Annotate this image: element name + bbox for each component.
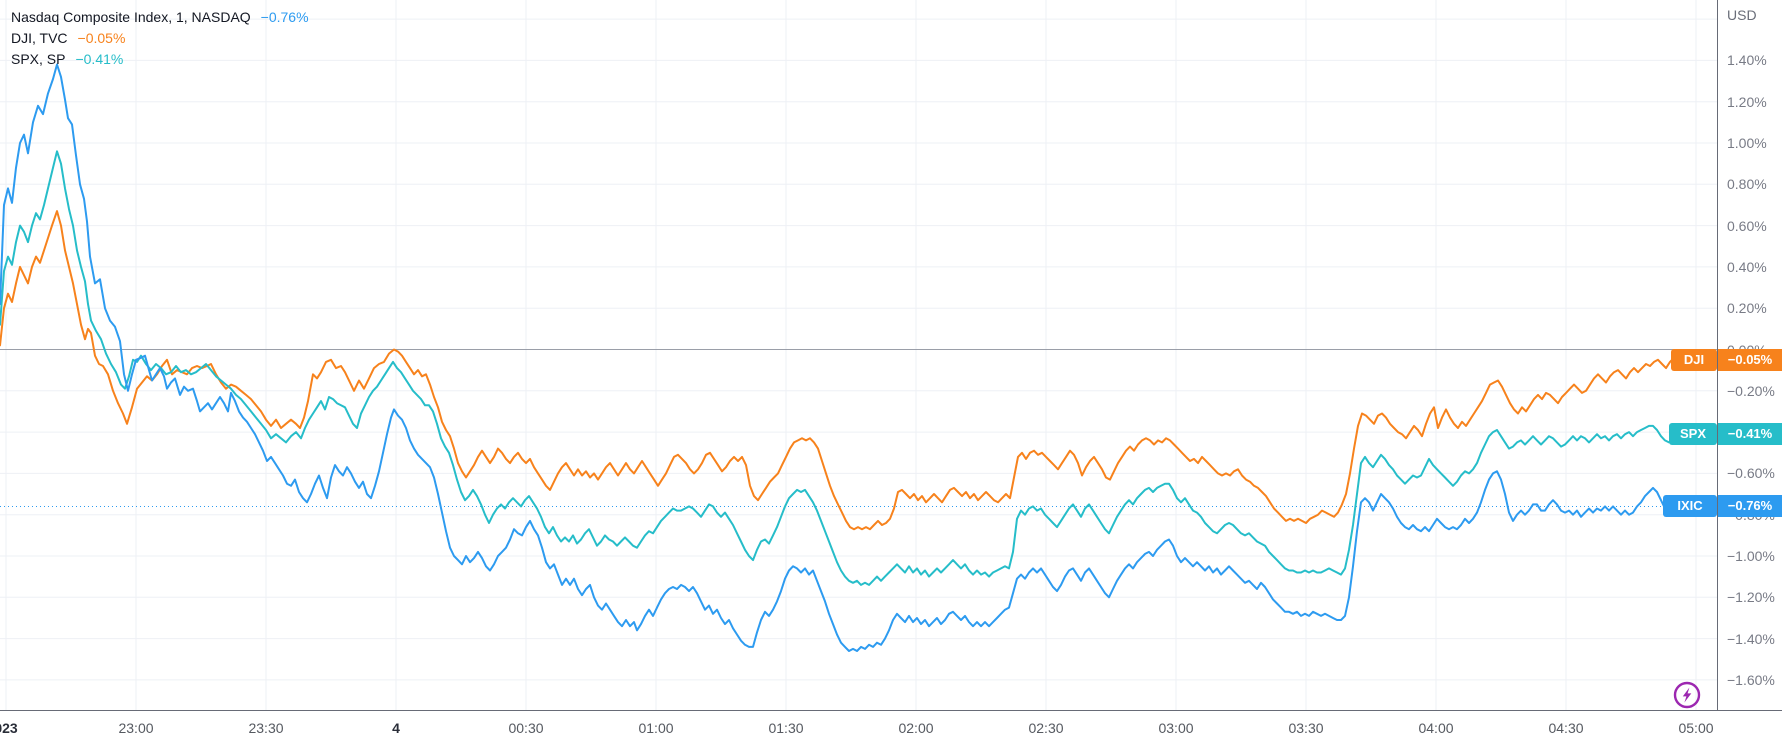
legend-symbol-spx: SPX, SP (11, 50, 66, 67)
price-tick-label: 0.40% (1727, 258, 1767, 275)
time-tick-label: 03:00 (1158, 720, 1194, 736)
legend-item-spx[interactable]: SPX, SP −0.41% (11, 48, 309, 69)
price-tick-label: 1.40% (1727, 52, 1767, 69)
time-tick-label: 01:00 (638, 720, 674, 736)
price-tick-label: −1.00% (1727, 548, 1775, 564)
legend-change-dji: −0.05% (77, 29, 126, 46)
series-line-spx[interactable] (0, 150, 1714, 586)
price-tag-label-ixic: IXIC (1663, 495, 1717, 518)
price-tick-label: 0.20% (1727, 300, 1767, 317)
price-tag-label-spx: SPX (1669, 423, 1717, 446)
time-tick-label: 00:30 (508, 720, 544, 736)
price-tick-label: 1.00% (1727, 135, 1767, 151)
time-tick-label: 02:30 (1028, 720, 1064, 736)
legend-change-ixic: −0.76% (260, 8, 309, 25)
price-tag-value-ixic: −0.76% (1718, 495, 1782, 518)
price-tick-label: −0.20% (1727, 382, 1775, 399)
time-scale[interactable]: 023 23:00 23:30 4 00:30 01:00 01:30 02:00 02:30 0… (0, 710, 1782, 746)
legend-change-spx: −0.41% (75, 50, 124, 67)
lightning-bolt-icon[interactable] (1672, 680, 1702, 710)
legend: Nasdaq Composite Index, 1, NASDAQ −0.76%… (11, 6, 309, 69)
time-tick-label: 23:30 (248, 720, 284, 736)
price-tick-label: −0.60% (1727, 465, 1775, 482)
time-tick-label: 4 (392, 720, 400, 736)
price-tick-label: 1.20% (1727, 93, 1767, 110)
legend-item-ixic[interactable]: Nasdaq Composite Index, 1, NASDAQ −0.76% (11, 6, 309, 27)
price-tag-value-dji: −0.05% (1718, 348, 1782, 371)
legend-symbol-ixic: Nasdaq Composite Index, 1, NASDAQ (11, 8, 251, 25)
price-tick-label: 0.60% (1727, 217, 1767, 234)
time-tick-label: 03:30 (1288, 720, 1324, 736)
price-tag-label-dji: DJI (1671, 348, 1717, 371)
price-tick-label: −1.60% (1727, 671, 1775, 688)
time-tick-label: 05:00 (1678, 720, 1714, 736)
currency-label: USD (1727, 7, 1757, 23)
series-line-dji[interactable] (0, 210, 1714, 531)
time-tick-label: 01:30 (768, 720, 804, 736)
time-tick-label: 04:30 (1548, 720, 1584, 736)
price-tag-value-spx: −0.41% (1718, 423, 1782, 446)
time-tick-label: 04:00 (1418, 720, 1454, 736)
price-tick-label: −1.40% (1727, 630, 1775, 647)
price-tick-label: 0.80% (1727, 176, 1767, 193)
time-tick-label: 02:00 (898, 720, 934, 736)
series-line-ixic[interactable] (0, 63, 1714, 652)
price-tick-label: −1.20% (1727, 589, 1775, 606)
time-tick-label: 023 (0, 720, 18, 736)
legend-item-dji[interactable]: DJI, TVC −0.05% (11, 27, 309, 48)
legend-symbol-dji: DJI, TVC (11, 29, 68, 46)
time-tick-label: 23:00 (118, 720, 154, 736)
